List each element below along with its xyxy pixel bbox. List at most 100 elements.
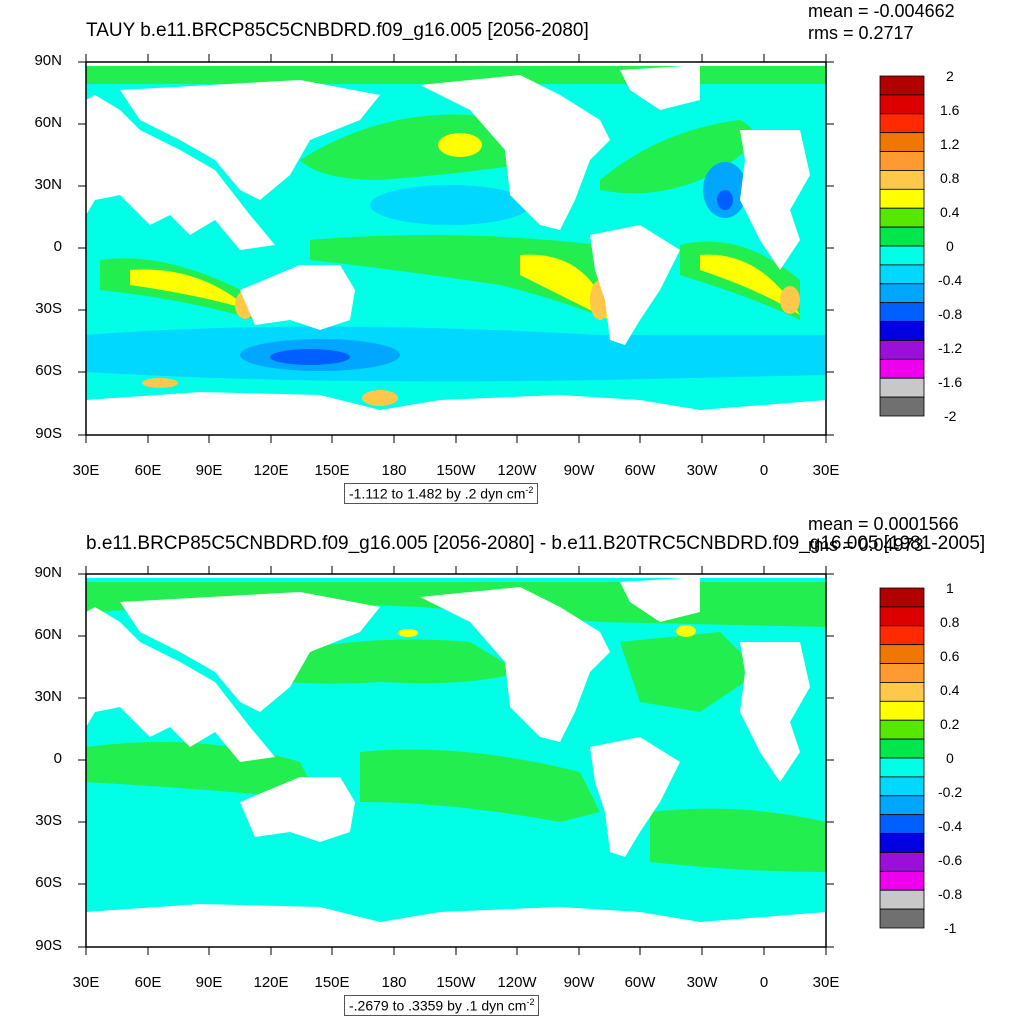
indian-ocean-max — [130, 269, 250, 310]
colorbar-swatch — [879, 188, 925, 209]
colorbar-swatch — [879, 719, 925, 740]
colorbar — [879, 75, 925, 417]
rms-value: rms = 0.2717 — [808, 23, 914, 43]
axis-ticks — [78, 54, 834, 443]
colorbar-swatch — [879, 321, 925, 341]
lat-label: 90N — [34, 52, 62, 69]
asia-landmass — [86, 95, 275, 250]
north-pacific-green — [250, 639, 520, 684]
north-atlantic-green — [600, 120, 754, 194]
north-pole-cap — [86, 62, 826, 66]
colorbar-label: -0.6 — [938, 852, 963, 868]
colorbar-swatch — [879, 625, 925, 646]
colorbar-swatch — [879, 814, 925, 834]
lat-label: 30S — [35, 300, 62, 317]
antarctica — [86, 904, 826, 947]
rms-value: rms = 0.04973 — [808, 535, 924, 555]
lat-label: 30N — [34, 176, 62, 193]
benguela-max — [780, 286, 800, 314]
greenland — [620, 65, 700, 110]
lat-label: 30S — [35, 812, 62, 829]
colorbar-swatch — [879, 682, 925, 702]
contour-range-text: -.2679 to .3359 by .1 dyn cm — [349, 997, 527, 1014]
lat-label: 0 — [53, 238, 62, 255]
lon-label: 90W — [563, 462, 595, 479]
colorbar-swatch — [879, 226, 925, 247]
colorbar-swatch — [879, 132, 925, 152]
colorbar-label: 0.4 — [940, 204, 960, 220]
colorbar — [879, 587, 925, 929]
colorbar-swatch — [879, 795, 925, 816]
north-pole-cap — [86, 574, 826, 578]
colorbar-label: -0.8 — [938, 306, 963, 322]
colorbar-label: 2 — [946, 68, 954, 84]
lat-label: 60S — [35, 362, 62, 379]
colorbar-swatch — [879, 587, 925, 608]
lon-label: 30E — [72, 974, 100, 991]
north-pacific-green — [300, 114, 520, 180]
lon-label: 120E — [253, 462, 289, 479]
colorbar-label: -0.4 — [938, 272, 963, 288]
colorbar-label: -0.2 — [938, 784, 963, 800]
map-plot — [78, 54, 925, 443]
colorbar-label: -1.6 — [938, 374, 963, 390]
contour-range-box: -1.112 to 1.482 by .2 dyn cm-2 — [344, 483, 539, 504]
colorbar-label: -0.8 — [938, 886, 963, 902]
colorbar-label: 0.2 — [940, 716, 960, 732]
colorbar-swatch — [879, 757, 925, 778]
lon-label: 120E — [253, 974, 289, 991]
lat-label: 90S — [35, 937, 62, 954]
lon-label: 30W — [686, 974, 718, 991]
eurasia-north — [120, 592, 380, 712]
colorbar-label: 1.2 — [940, 136, 960, 152]
colorbar-swatch — [879, 606, 925, 627]
colorbar-swatch — [879, 776, 925, 797]
colorbar-swatch — [879, 94, 925, 115]
colorbar-label: 0.4 — [940, 682, 960, 698]
panel-title: b.e11.BRCP85C5CNBDRD.f09_g16.005 [2056-2… — [86, 533, 986, 554]
colorbar-swatch — [879, 75, 925, 96]
colorbar-label: 0.8 — [940, 170, 960, 186]
lat-label: 0 — [53, 750, 62, 767]
colorbar-swatch — [879, 151, 925, 171]
colorbar-swatch — [879, 852, 925, 872]
axis-ticks — [78, 566, 834, 955]
colorbar-label: 1.6 — [940, 102, 960, 118]
colorbar-swatch — [879, 170, 925, 190]
colorbar-swatch — [879, 283, 925, 304]
colorbar-swatch — [879, 833, 925, 853]
south-atlantic-max — [700, 254, 800, 315]
southern-ocean-cyan — [86, 863, 826, 907]
north-pacific-max — [438, 133, 482, 157]
south-atlantic-green — [650, 808, 826, 872]
colorbar-label: -1.2 — [938, 340, 963, 356]
lat-label: 60N — [34, 626, 62, 643]
lon-label: 0 — [759, 974, 769, 991]
greenland — [620, 577, 700, 622]
colorbar-swatch — [879, 908, 925, 929]
lon-label: 30W — [686, 462, 718, 479]
lon-label: 0 — [759, 462, 769, 479]
lon-label: 60E — [134, 974, 162, 991]
colorbar-swatch — [879, 396, 925, 417]
colorbar-swatch — [879, 663, 925, 683]
lon-label: 60W — [624, 462, 656, 479]
colorbar-label: 0.6 — [940, 648, 960, 664]
panel-bottom: b.e11.BRCP85C5CNBDRD.f09_g16.005 [2056-2… — [0, 512, 1024, 1024]
antarctica — [86, 392, 826, 435]
contour-range-box: -.2679 to .3359 by .1 dyn cm-2 — [344, 995, 540, 1016]
lon-label: 180 — [381, 974, 407, 991]
colorbar-swatch — [879, 207, 925, 228]
colorbar-swatch — [879, 113, 925, 134]
lon-label: 180 — [381, 462, 407, 479]
australia — [240, 265, 355, 330]
colorbar-label: 0 — [946, 750, 954, 766]
colorbar-label: -2 — [944, 408, 957, 424]
lon-label: 30E — [72, 462, 100, 479]
north-pacific-max — [398, 629, 418, 637]
lat-label: 60N — [34, 114, 62, 131]
colorbar-swatch — [879, 377, 925, 398]
mean-value: mean = -0.004662 — [808, 1, 955, 21]
north-america — [420, 75, 610, 230]
africa-europe — [740, 130, 810, 270]
